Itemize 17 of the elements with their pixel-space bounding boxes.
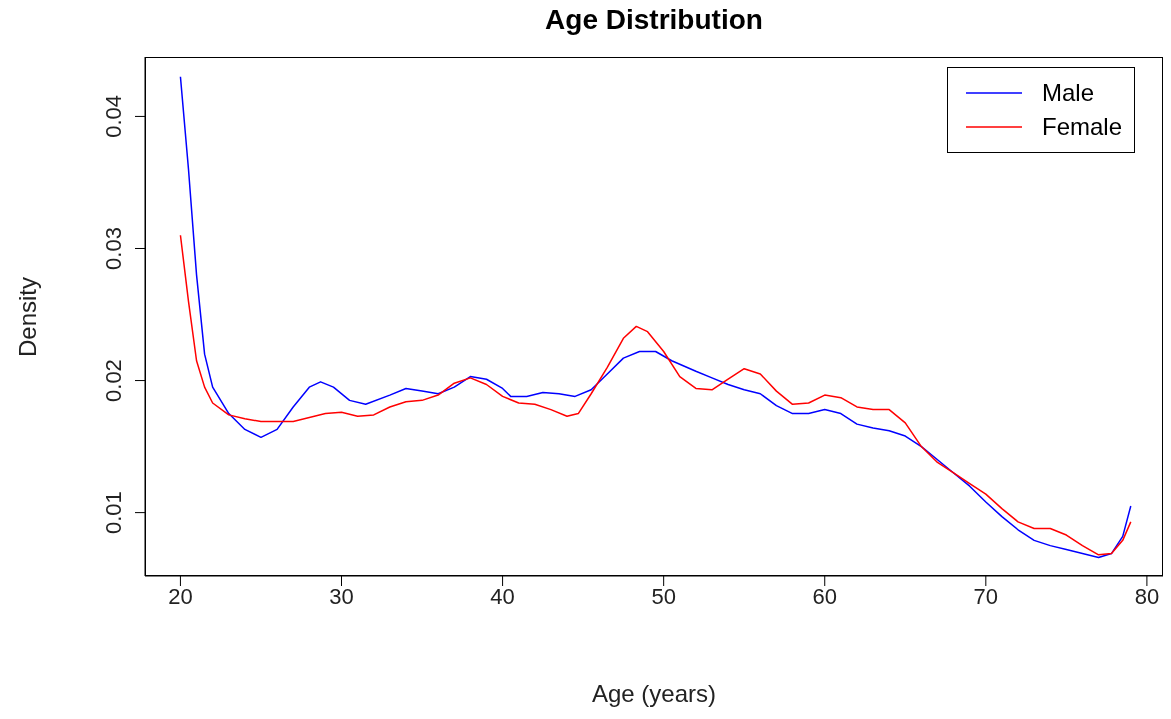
legend-label: Female — [1041, 113, 1122, 141]
x-tick-label: 70 — [973, 583, 999, 609]
x-tick-label: 40 — [490, 583, 515, 609]
legend-label: Male — [1041, 79, 1094, 107]
y-tick-label: 0.01 — [101, 491, 126, 535]
line-series — [179, 234, 1132, 556]
y-tick-label: 0.02 — [101, 359, 126, 402]
y-tick-label: 0.03 — [101, 227, 126, 270]
x-axis-title: Age (years) — [590, 680, 717, 708]
chart-title: Age Distribution — [544, 4, 764, 36]
x-tick-label: 30 — [329, 583, 354, 609]
x-tick-label: 80 — [1134, 583, 1160, 609]
x-tick-label: 50 — [651, 583, 676, 609]
x-tick-label: 20 — [168, 583, 193, 609]
x-tick-label: 60 — [812, 583, 837, 609]
y-tick-label: 0.04 — [101, 95, 126, 138]
y-axis-title: Density — [14, 276, 42, 357]
